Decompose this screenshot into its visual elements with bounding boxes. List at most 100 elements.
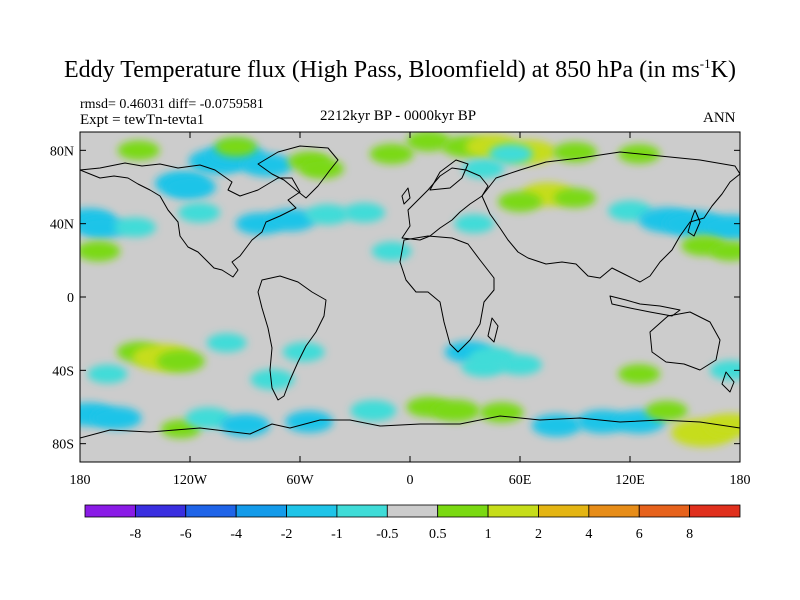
x-tick-label: 120W [173, 473, 208, 488]
anomaly-cell [241, 153, 293, 177]
x-tick-label: 60W [286, 473, 314, 488]
anomaly-cell [305, 204, 350, 225]
period-label: 2212kyr BP - 0000kyr BP [320, 108, 477, 124]
y-tick-label: 40S [52, 364, 74, 379]
coast-south-america [257, 275, 327, 401]
anomaly-cell [80, 216, 126, 239]
anomaly-cell [645, 400, 688, 421]
colorbar-label: -1 [331, 527, 343, 542]
colorbar-label: 0.5 [429, 527, 447, 542]
anomaly-cell [369, 143, 414, 165]
anomaly-cell [343, 202, 386, 223]
anomaly-cell [282, 342, 325, 362]
title-text: Eddy Temperature flux (High Pass, Bloomf… [64, 57, 700, 83]
anomaly-cell [709, 241, 740, 261]
anomaly-cell [488, 143, 533, 165]
anomaly-cell [498, 191, 542, 212]
colorbar-label: 6 [636, 527, 643, 542]
colorbar-labels: -8 -6 -4 -2 -1 -0.5 0.5 1 2 4 6 8 [130, 527, 694, 542]
anomaly-cell [164, 175, 216, 199]
anomaly-cell [618, 364, 661, 384]
coast-britain [401, 187, 411, 205]
anomaly-cell [114, 217, 156, 238]
colorbar-swatch [487, 504, 539, 518]
anomaly-cell [87, 364, 128, 384]
y-tick-label: 80N [50, 144, 74, 159]
coast-japan [687, 209, 701, 237]
anomaly-field [80, 132, 740, 447]
anomaly-cell [702, 214, 740, 240]
anomaly-cell [479, 402, 524, 423]
colorbar [84, 504, 741, 518]
colorbar-label: -4 [230, 527, 242, 542]
anomaly-cell [531, 413, 582, 437]
colorbar-label: -6 [180, 527, 192, 542]
y-tick-label: 40N [50, 218, 74, 233]
colorbar-swatch [336, 504, 388, 518]
anomaly-cell [265, 208, 316, 232]
anomaly-cell [454, 214, 495, 234]
title-end: K) [710, 57, 736, 83]
colorbar-label: 8 [686, 527, 693, 542]
colorbar-swatch [588, 504, 640, 518]
anomaly-cell [178, 202, 221, 223]
anomaly-cell [156, 350, 205, 373]
anomaly-cell [554, 188, 596, 208]
stats-text: rmsd= 0.46031 diff= -0.0759581 [80, 97, 264, 112]
colorbar-label: 1 [485, 527, 492, 542]
y-tick-label: 0 [67, 291, 74, 306]
coastlines [80, 145, 740, 462]
colorbar-label: 4 [585, 527, 592, 542]
anomaly-cell [117, 140, 160, 161]
anomaly-cell [91, 406, 142, 430]
colorbar-label: -0.5 [376, 527, 398, 542]
coast-scandinavia [429, 159, 469, 191]
anomaly-cell [498, 354, 542, 376]
x-tick-label: 0 [407, 473, 414, 488]
chart-title: Eddy Temperature flux (High Pass, Bloomf… [0, 56, 800, 84]
anomaly-cell [431, 399, 480, 422]
coast-indonesia [609, 295, 681, 317]
coast-asia [481, 151, 740, 283]
title-superscript: -1 [699, 56, 711, 71]
y-axis: 80N 40N 0 40S 80S [50, 144, 740, 453]
anomaly-cell [553, 141, 597, 163]
anomaly-cell [80, 240, 121, 262]
anomaly-cell [461, 356, 506, 377]
anomaly-cell [576, 409, 629, 434]
anomaly-cell [206, 333, 247, 353]
coast-africa [399, 235, 495, 353]
coast-australia [649, 311, 721, 371]
colorbar-swatch [134, 504, 187, 518]
colorbar-swatch [437, 504, 489, 518]
anomaly-cell [350, 400, 397, 422]
anomaly-cell [709, 360, 740, 381]
colorbar-swatch [185, 504, 237, 518]
coast-europe [401, 167, 489, 241]
anomaly-cell [250, 369, 295, 390]
colorbar-swatch [235, 504, 287, 518]
x-tick-label: 180 [70, 473, 91, 488]
colorbar-swatch [386, 504, 439, 518]
colorbar-swatch [638, 504, 691, 518]
x-tick-label: 120E [615, 473, 645, 488]
x-axis: 180 120W 60W 0 60E 120E 180 [70, 132, 751, 488]
coast-new-zealand [721, 371, 735, 393]
colorbar-swatch [689, 504, 741, 518]
anomaly-cell [285, 410, 334, 433]
season-label: ANN [703, 110, 736, 126]
anomaly-cell [704, 413, 740, 438]
colorbar-swatch [84, 504, 136, 518]
anomaly-cell [371, 241, 412, 261]
colorbar-swatch [286, 504, 338, 518]
coast-greenland [257, 145, 339, 199]
colorbar-label: -8 [130, 527, 142, 542]
anomaly-cell [406, 132, 451, 152]
anomaly-cell [214, 136, 257, 157]
experiment-label: Expt = tewTn-tevta1 [80, 112, 205, 128]
colorbar-label: 2 [535, 527, 542, 542]
y-tick-label: 80S [52, 438, 74, 453]
anomaly-cell [462, 158, 505, 179]
x-tick-label: 60E [509, 473, 532, 488]
